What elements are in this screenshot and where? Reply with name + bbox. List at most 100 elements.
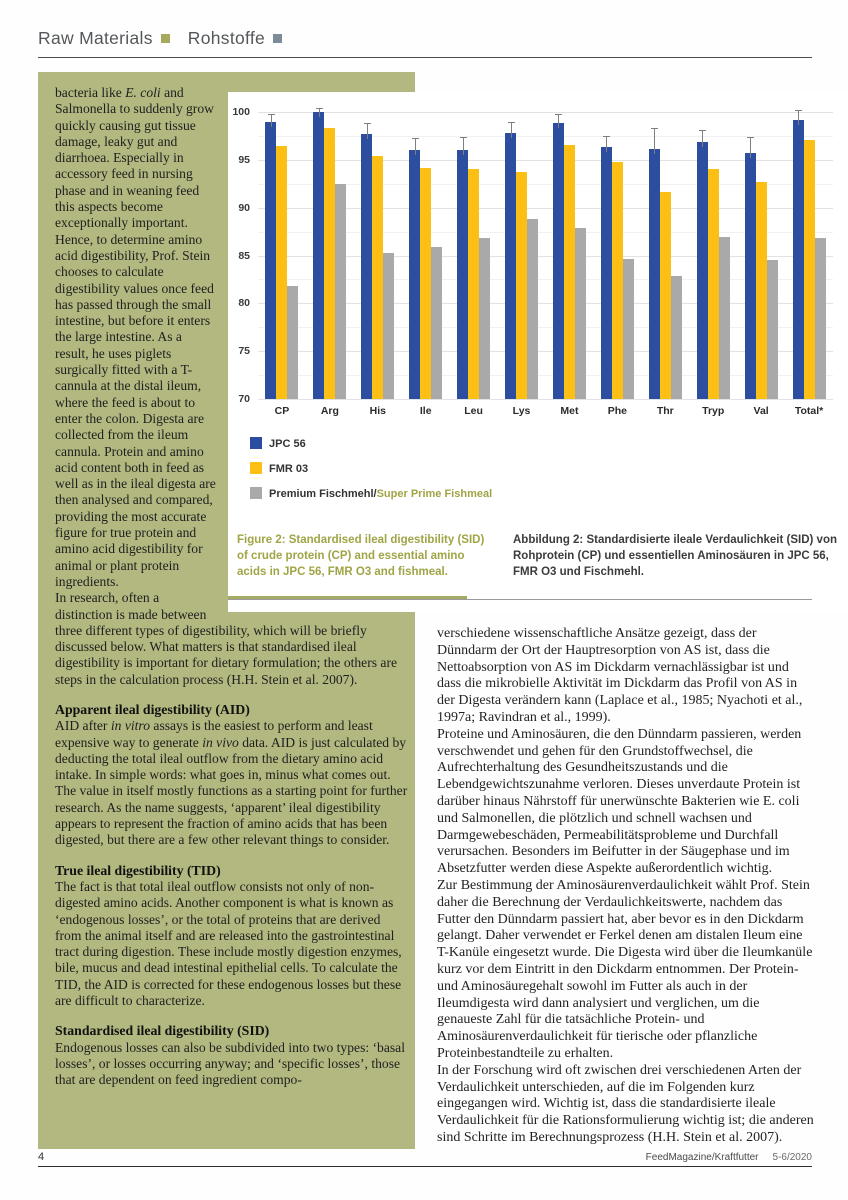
legend-swatch-yellow: [250, 462, 262, 474]
bar-premium-fischmehl--thr: [670, 275, 682, 399]
bar-premium-fischmehl--arg: [335, 183, 347, 399]
error-bar: [750, 136, 752, 159]
error-bar-cap: [267, 113, 275, 115]
gridline: [258, 303, 833, 305]
x-axis-label: CP: [274, 405, 290, 417]
x-axis-label: Leu: [464, 405, 483, 417]
bar-jpc-56-his: [361, 134, 373, 399]
section-heading-sid: Standardised ileal digestibility (SID): [55, 1023, 270, 1039]
bar-fmr-03-thr: [659, 192, 671, 399]
gridline: [258, 327, 833, 329]
bar-premium-fischmehl--ile: [431, 246, 443, 399]
issue-number: 5-6/2020: [772, 1152, 812, 1163]
figure-caption-german: Abbildung 2: Standardisierte ileale Verd…: [513, 534, 837, 578]
text-segment: assays is the easiest to perform and lea…: [55, 718, 373, 750]
figure-caption-english: Figure 2: Standardised ileal digestibili…: [237, 534, 485, 578]
footer-magazine: FeedMagazine/Kraftfutter 5-6/2020: [646, 1152, 812, 1163]
article-paragraph: verschiedene wissenschaftliche Ansätze g…: [437, 626, 803, 725]
error-bar: [270, 113, 272, 127]
x-axis: CP Arg His Ile Leu Lys Met Phe Thr Tryp Val Total*: [258, 405, 833, 421]
bar-premium-fischmehl--phe: [622, 259, 634, 399]
gridline: [258, 135, 833, 137]
error-bar-cap: [315, 108, 323, 110]
bar-fmr-03-val: [755, 181, 767, 399]
article-paragraph: In research, often a distinction is made…: [55, 590, 398, 687]
article-paragraph: The fact is that total ileal outflow con…: [55, 878, 402, 1009]
bar-fmr-03-arg: [324, 128, 336, 399]
x-axis-label: Arg: [320, 405, 339, 417]
x-axis-label: His: [369, 405, 386, 417]
error-bar-cap: [411, 137, 419, 139]
text-segment: AID after: [55, 718, 111, 734]
figure-2-chart: 70 75 80 85 90 95 100 CP Arg His Ile Leu Lys Met Phe T…: [228, 92, 848, 612]
error-bar: [510, 121, 512, 139]
bar-premium-fischmehl--his: [383, 252, 395, 399]
error-bar-cap: [363, 123, 371, 125]
article-paragraph: Proteine und Aminosäuren, die den Dünnda…: [437, 726, 802, 877]
legend-label: FMR 03: [269, 463, 309, 475]
bar-jpc-56-val: [744, 153, 756, 399]
bar-jpc-56-arg: [313, 112, 325, 399]
right-article-column: verschiedene wissenschaftliche Ansätze g…: [437, 626, 814, 1147]
bar-fmr-03-cp: [276, 146, 288, 399]
x-axis-label: Ile: [419, 405, 432, 417]
error-bar-cap: [747, 136, 755, 138]
legend-item-fmr03: FMR 03: [250, 462, 492, 487]
chart-plot: [258, 108, 833, 400]
chart-legend: JPC 56 FMR 03 Premium Fischmehl/Super Pr…: [250, 437, 492, 512]
error-bar: [798, 110, 800, 125]
error-bar-cap: [651, 128, 659, 130]
text-segment: and Salmonella to suddenly grow quickly …: [55, 85, 216, 589]
gridline: [258, 112, 833, 113]
legend-swatch-gray: [250, 487, 262, 499]
header-rule: [38, 57, 812, 58]
bar-jpc-56-total: [792, 119, 804, 399]
bar-jpc-56-ile: [409, 150, 421, 399]
error-bar-cap: [507, 121, 515, 123]
error-bar-cap: [795, 110, 803, 112]
x-axis-label: Lys: [512, 405, 531, 417]
y-axis-tick-label: 90: [238, 201, 250, 214]
legend-label: JPC 56: [269, 438, 306, 450]
error-bar-cap: [459, 136, 467, 138]
bar-fmr-03-his: [372, 156, 384, 399]
x-axis-label: Phe: [607, 405, 627, 417]
y-axis-tick-label: 100: [232, 106, 250, 118]
y-axis-tick-label: 85: [238, 249, 250, 262]
gridline: [258, 375, 833, 377]
legend-label-alt: Super Prime Fishmeal: [376, 488, 493, 500]
y-axis: 70 75 80 85 90 95 100: [228, 106, 253, 405]
text-segment-italic: in vitro: [110, 718, 151, 734]
error-bar: [558, 113, 560, 128]
section-title-en: Raw Materials: [38, 28, 153, 48]
error-bar-cap: [555, 113, 563, 115]
section-heading-tid: True ileal digestibility (TID): [55, 862, 221, 878]
bar-fmr-03-leu: [468, 169, 480, 399]
bar-premium-fischmehl--met: [574, 227, 586, 399]
bar-fmr-03-ile: [420, 168, 432, 399]
error-bar: [702, 130, 704, 147]
bar-jpc-56-met: [552, 122, 564, 399]
footer-rule: [38, 1166, 812, 1167]
bar-fmr-03-phe: [611, 161, 623, 399]
bar-premium-fischmehl--lys: [527, 219, 539, 399]
text-segment-italic: in vivo: [202, 734, 239, 750]
page-number: 4: [38, 1151, 45, 1163]
gridline: [258, 231, 833, 233]
bar-premium-fischmehl--leu: [479, 238, 491, 399]
gridline: [258, 255, 833, 257]
x-axis-label: Val: [753, 405, 769, 417]
article-paragraph: Zur Bestimmung der Aminosäurenverdaulich…: [437, 877, 813, 1061]
x-axis-label: Thr: [656, 405, 674, 417]
olive-divider-bar: [228, 596, 467, 600]
bar-jpc-56-leu: [457, 150, 469, 399]
text-segment-italic: E. coli: [125, 85, 161, 100]
text-segment: bacteria like: [55, 85, 126, 100]
bar-jpc-56-tryp: [696, 141, 708, 399]
bar-fmr-03-met: [563, 144, 575, 399]
x-axis-label: Met: [560, 405, 579, 417]
section-title-de: Rohstoffe: [187, 28, 266, 48]
article-paragraph: bacteria like E. coli and Salmonella to …: [55, 85, 409, 590]
error-bar-cap: [603, 135, 611, 137]
